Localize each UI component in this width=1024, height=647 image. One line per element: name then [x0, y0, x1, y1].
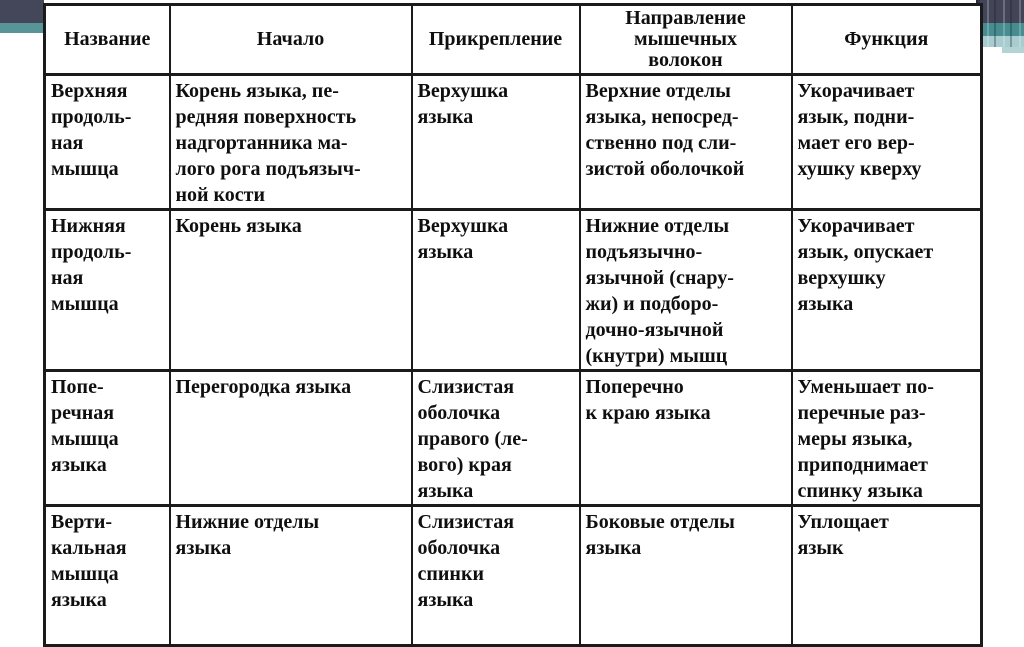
- cell-function: Укорачивает язык, опускает верхушку язык…: [790, 208, 983, 372]
- top-right-accent: [976, 0, 1024, 53]
- table-row: Верхняя продоль- ная мышца Корень языка,…: [43, 73, 983, 211]
- cell-attachment: Верхушка языка: [410, 73, 581, 211]
- cell-fiber-direction: Верхние отделы языка, непосред- ственно …: [578, 73, 793, 211]
- top-left-accent-teal: [0, 23, 47, 33]
- column-header-fiber-direction: Направление мышечных волокон: [578, 3, 793, 76]
- table-row: Верти- кальная мышца языка Нижние отделы…: [43, 504, 983, 647]
- cell-fiber-direction: Поперечно к краю языка: [578, 369, 793, 507]
- cell-function: Уменьшает по- перечные раз- меры языка, …: [790, 369, 983, 507]
- table-row: Нижняя продоль- ная мышца Корень языка В…: [43, 208, 983, 372]
- cell-fiber-direction: Боковые отделы языка: [578, 504, 793, 647]
- muscle-table: Название Начало Прикрепление Направление…: [43, 3, 983, 647]
- top-right-accent-navy: [978, 0, 1024, 23]
- column-header-origin: Начало: [168, 3, 413, 76]
- top-right-accent-stripes: [978, 0, 1024, 47]
- cell-name: Нижняя продоль- ная мышца: [43, 208, 171, 372]
- top-right-accent-teal: [978, 23, 1024, 36]
- top-left-accent-navy: [0, 0, 44, 23]
- cell-fiber-direction: Нижние отделы подъязычно- язычной (снару…: [578, 208, 793, 372]
- cell-name: Верти- кальная мышца языка: [43, 504, 171, 647]
- cell-origin: Перегородка языка: [168, 369, 413, 507]
- cell-origin: Корень языка: [168, 208, 413, 372]
- cell-name: Верхняя продоль- ная мышца: [43, 73, 171, 211]
- top-right-accent-step: [1002, 47, 1024, 53]
- cell-attachment: Слизистая оболочка спинки языка: [410, 504, 581, 647]
- cell-function: Укорачивает язык, подни- мает его вер- х…: [790, 73, 983, 211]
- cell-attachment: Слизистая оболочка правого (ле- вого) кр…: [410, 369, 581, 507]
- table-row: Попе- речная мышца языка Перегородка язы…: [43, 369, 983, 507]
- column-header-function: Функция: [790, 3, 983, 76]
- cell-function: Уплощает язык: [790, 504, 983, 647]
- column-header-name: Название: [43, 3, 171, 76]
- top-right-accent-teal-light: [978, 36, 1024, 47]
- cell-attachment: Верхушка языка: [410, 208, 581, 372]
- cell-origin: Корень языка, пе- редняя поверхность над…: [168, 73, 413, 211]
- cell-origin: Нижние отделы языка: [168, 504, 413, 647]
- cell-name: Попе- речная мышца языка: [43, 369, 171, 507]
- header-row: Название Начало Прикрепление Направление…: [43, 3, 983, 76]
- column-header-attachment: Прикрепление: [410, 3, 581, 76]
